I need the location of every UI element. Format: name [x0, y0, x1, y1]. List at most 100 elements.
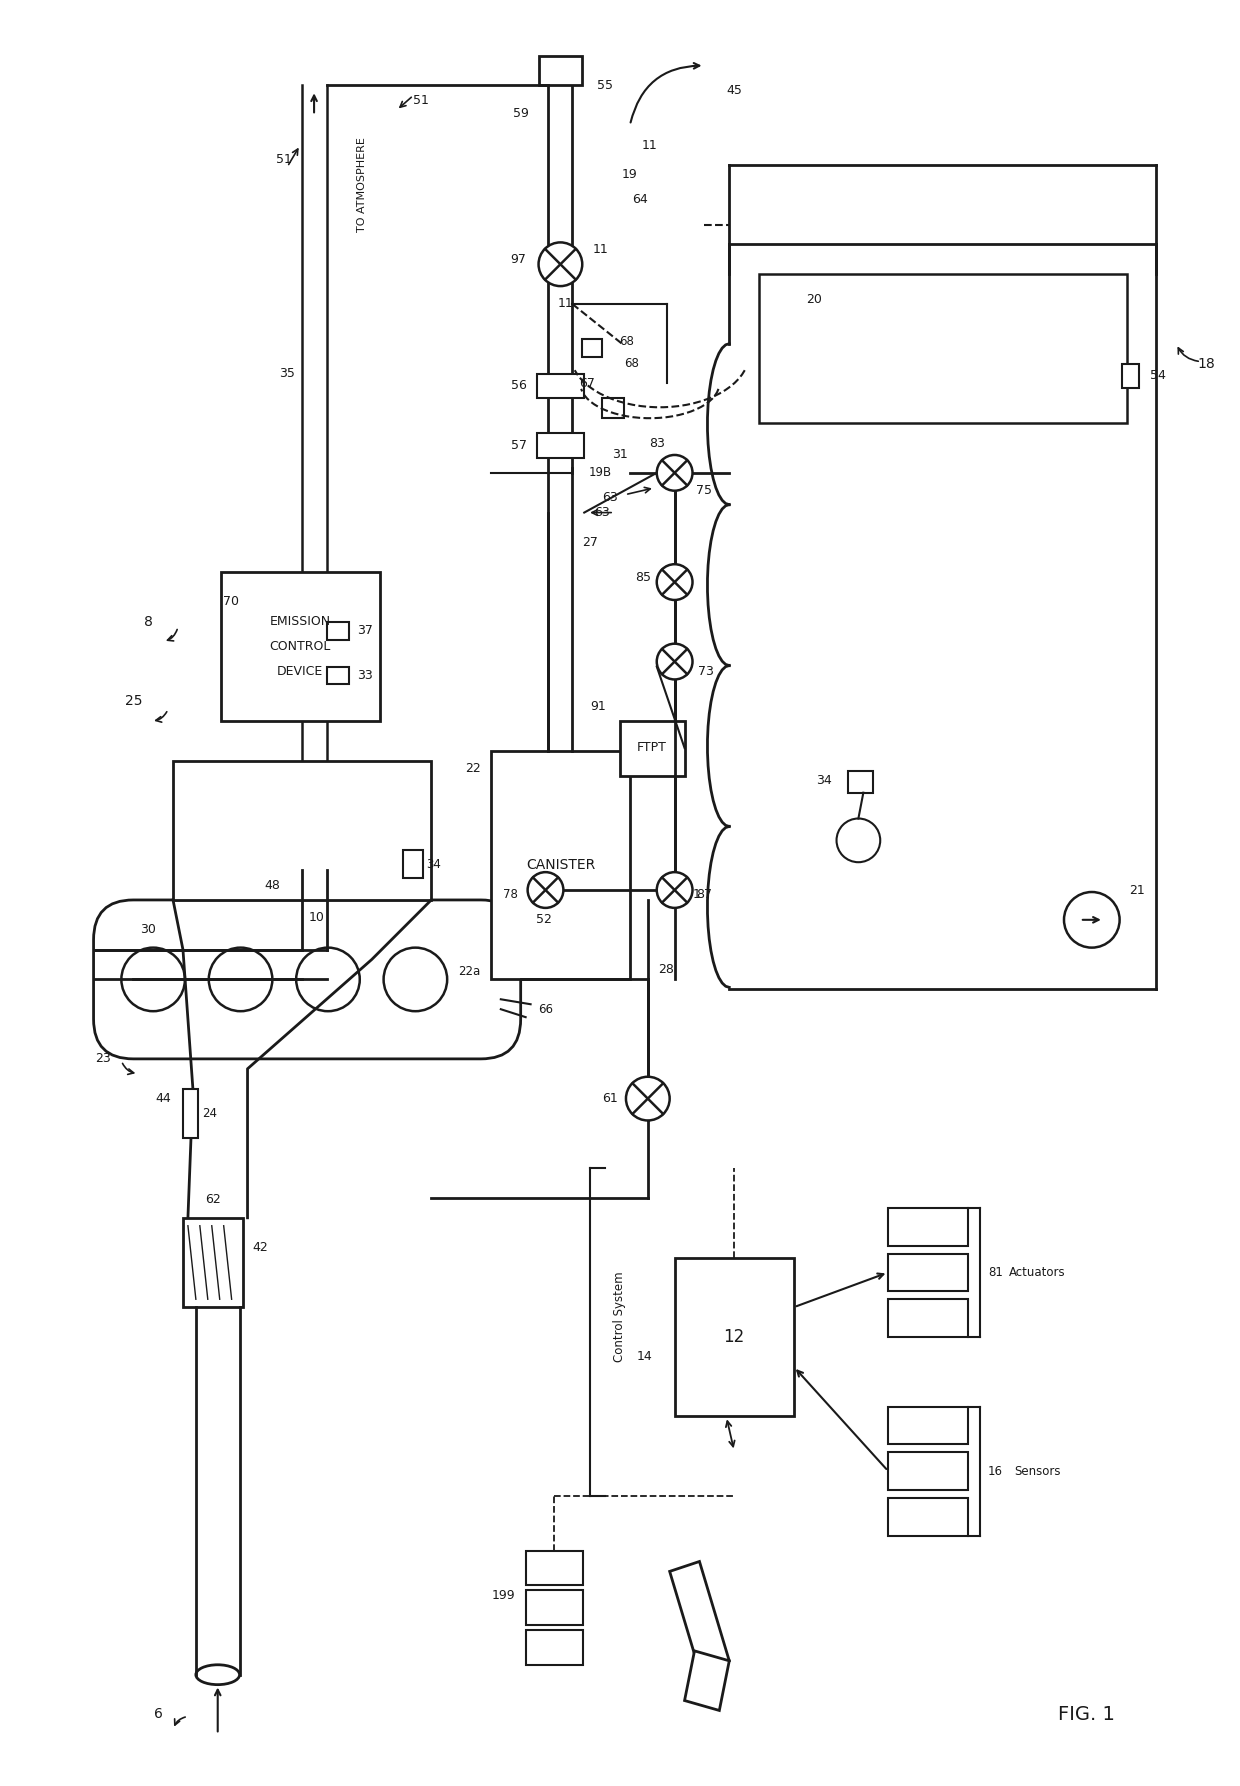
Bar	[403, 850, 423, 879]
Text: 83: 83	[649, 436, 665, 450]
Text: 28: 28	[657, 963, 673, 975]
Bar	[221, 572, 379, 722]
Circle shape	[657, 455, 692, 491]
Circle shape	[528, 872, 563, 907]
Text: 55: 55	[598, 79, 613, 91]
Text: 8: 8	[144, 614, 153, 629]
Text: 59: 59	[512, 107, 528, 120]
Text: 31: 31	[613, 448, 627, 461]
Bar	[888, 1298, 967, 1338]
Bar	[327, 666, 348, 684]
Text: 51: 51	[277, 154, 293, 166]
Text: 91: 91	[590, 700, 606, 713]
Text: 11: 11	[593, 243, 608, 255]
Text: 35: 35	[279, 366, 295, 380]
Text: 52: 52	[536, 913, 552, 927]
Bar	[537, 434, 584, 457]
Text: 45: 45	[727, 84, 743, 96]
Ellipse shape	[196, 1665, 239, 1684]
Bar	[184, 1089, 198, 1138]
Text: 22a: 22a	[458, 964, 480, 979]
Text: CANISTER: CANISTER	[526, 859, 595, 872]
Text: 63: 63	[594, 505, 610, 520]
Bar	[620, 722, 684, 775]
Bar	[888, 1407, 967, 1445]
Text: 61: 61	[603, 1091, 618, 1106]
Bar	[888, 1207, 967, 1245]
Text: 22: 22	[465, 763, 481, 775]
Text: 20: 20	[806, 293, 822, 305]
Bar	[583, 339, 603, 357]
Circle shape	[1064, 891, 1120, 948]
Circle shape	[837, 818, 880, 863]
Text: 66: 66	[538, 1002, 553, 1016]
Bar	[526, 1550, 583, 1586]
Circle shape	[657, 643, 692, 679]
Text: 44: 44	[155, 1091, 171, 1106]
Bar	[526, 1590, 583, 1625]
Text: 33: 33	[357, 670, 372, 682]
Text: Sensors: Sensors	[1014, 1465, 1060, 1477]
Text: 11: 11	[642, 139, 657, 152]
Bar	[537, 373, 584, 398]
Text: CONTROL: CONTROL	[269, 639, 331, 654]
FancyBboxPatch shape	[93, 900, 521, 1059]
Circle shape	[296, 948, 360, 1011]
Text: 81: 81	[988, 1266, 1003, 1279]
Text: 30: 30	[140, 923, 156, 936]
Bar	[526, 1631, 583, 1665]
Bar	[174, 761, 432, 900]
Text: 75: 75	[697, 484, 713, 497]
Text: 12: 12	[724, 1329, 745, 1347]
Text: 73: 73	[698, 664, 714, 679]
Bar	[888, 1254, 967, 1291]
Text: 21: 21	[1128, 884, 1145, 897]
Bar	[888, 1498, 967, 1536]
Bar	[603, 398, 624, 418]
Text: 199: 199	[492, 1590, 516, 1602]
Bar	[538, 55, 583, 86]
Text: 87: 87	[697, 888, 713, 902]
Circle shape	[657, 564, 692, 600]
Text: 25: 25	[124, 695, 143, 709]
Text: 68: 68	[625, 357, 640, 370]
Circle shape	[626, 1077, 670, 1120]
Text: DEVICE: DEVICE	[277, 664, 324, 679]
Text: EMISSION: EMISSION	[269, 616, 331, 629]
Text: 19: 19	[622, 168, 637, 182]
Text: 34: 34	[425, 857, 440, 872]
Text: 54: 54	[1151, 370, 1167, 382]
Circle shape	[383, 948, 448, 1011]
Text: 67: 67	[579, 377, 595, 389]
Text: 48: 48	[264, 879, 280, 891]
Text: 97: 97	[511, 254, 527, 266]
Circle shape	[538, 243, 583, 286]
Text: 16: 16	[988, 1465, 1003, 1477]
Text: 71: 71	[684, 888, 701, 902]
Bar	[675, 1257, 794, 1416]
Text: 64: 64	[632, 193, 647, 205]
Text: TO ATMOSPHERE: TO ATMOSPHERE	[357, 138, 367, 232]
Text: FTPT: FTPT	[637, 741, 667, 754]
Text: 11: 11	[558, 298, 573, 311]
Text: 34: 34	[816, 775, 832, 788]
Circle shape	[122, 948, 185, 1011]
Text: 37: 37	[357, 625, 373, 638]
Bar	[327, 622, 348, 639]
Circle shape	[657, 872, 692, 907]
Text: 27: 27	[583, 536, 598, 548]
Text: 18: 18	[1197, 357, 1215, 370]
Text: 19B: 19B	[589, 466, 611, 479]
Text: 68: 68	[620, 336, 635, 348]
Bar	[848, 772, 873, 793]
Circle shape	[208, 948, 273, 1011]
Text: 51: 51	[413, 95, 429, 107]
Text: 85: 85	[635, 572, 651, 584]
Bar	[184, 1218, 243, 1307]
Polygon shape	[684, 1650, 729, 1711]
Bar	[888, 1452, 967, 1490]
Text: 56: 56	[511, 379, 527, 391]
Bar	[1122, 364, 1140, 388]
Text: 23: 23	[95, 1052, 112, 1066]
Bar	[491, 750, 630, 979]
